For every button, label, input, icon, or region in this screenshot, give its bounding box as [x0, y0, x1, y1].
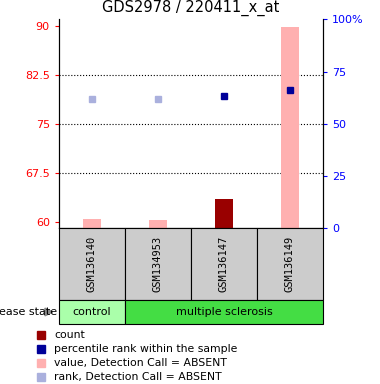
Text: value, Detection Call = ABSENT: value, Detection Call = ABSENT — [54, 358, 227, 368]
Bar — [125, 228, 191, 300]
Text: multiple sclerosis: multiple sclerosis — [176, 307, 272, 317]
Text: GSM136140: GSM136140 — [87, 236, 97, 292]
Bar — [149, 220, 167, 228]
Title: GDS2978 / 220411_x_at: GDS2978 / 220411_x_at — [102, 0, 280, 17]
Text: count: count — [54, 330, 85, 340]
Text: control: control — [73, 307, 111, 317]
Bar — [257, 228, 323, 300]
Bar — [281, 27, 299, 228]
Text: GSM136147: GSM136147 — [219, 236, 229, 292]
Bar — [59, 228, 125, 300]
Text: GSM134953: GSM134953 — [153, 236, 163, 292]
Text: percentile rank within the sample: percentile rank within the sample — [54, 344, 238, 354]
Bar — [191, 228, 257, 300]
Text: disease state: disease state — [0, 307, 57, 317]
Bar — [83, 219, 101, 228]
Text: rank, Detection Call = ABSENT: rank, Detection Call = ABSENT — [54, 372, 222, 382]
Bar — [125, 300, 323, 324]
Text: GSM136149: GSM136149 — [285, 236, 295, 292]
Bar — [215, 199, 233, 228]
Bar — [59, 300, 125, 324]
